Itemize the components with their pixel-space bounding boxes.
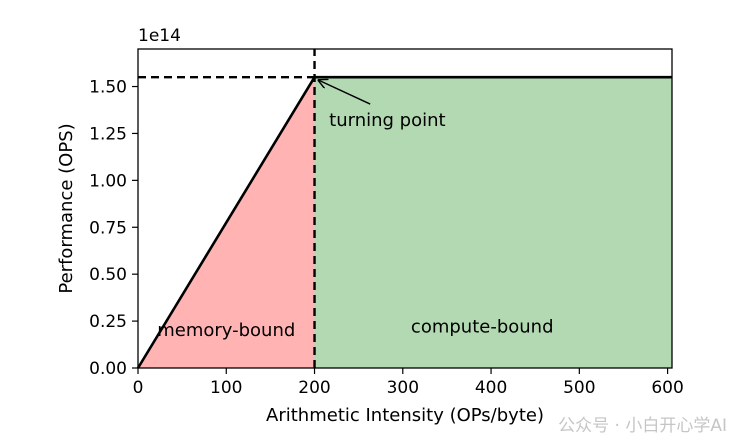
y-tick-label: 1.50 <box>89 78 127 98</box>
regions-layer: memory-bound compute-bound <box>138 77 672 368</box>
y-tick-label: 0.00 <box>89 359 127 379</box>
compute-bound-label: compute-bound <box>411 316 554 337</box>
y-tick-label: 1.00 <box>89 171 127 191</box>
watermark: 公众号 · 小白开心学AI <box>558 416 727 436</box>
turning-point-label: turning point <box>329 110 445 131</box>
y-offset-label: 1e14 <box>138 26 181 46</box>
x-tick-label: 0 <box>133 378 144 398</box>
annotations-layer: turning point <box>319 80 446 131</box>
x-tick-label: 500 <box>563 378 595 398</box>
lines-layer <box>136 49 672 369</box>
x-tick-label: 100 <box>210 378 242 398</box>
y-tick-label: 1.25 <box>89 124 127 144</box>
x-axis: 0 100 200 300 400 500 600 <box>133 368 684 398</box>
plot-frame <box>137 48 673 369</box>
x-tick-label: 400 <box>475 378 507 398</box>
x-tick-label: 200 <box>298 378 330 398</box>
memory-bound-label: memory-bound <box>157 320 295 341</box>
y-tick-label: 0.25 <box>89 312 127 332</box>
y-axis: 0.00 0.25 0.50 0.75 1.00 1.25 1.50 <box>89 78 138 379</box>
x-axis-label: Arithmetic Intensity (OPs/byte) <box>266 405 544 426</box>
y-tick-label: 0.75 <box>89 218 127 238</box>
x-tick-label: 300 <box>387 378 419 398</box>
y-axis-label: Performance (OPS) <box>56 123 77 293</box>
x-tick-label: 600 <box>651 378 683 398</box>
compute-bound-region <box>314 77 672 368</box>
y-tick-label: 0.50 <box>89 265 127 285</box>
turning-point-arrow <box>319 80 371 105</box>
